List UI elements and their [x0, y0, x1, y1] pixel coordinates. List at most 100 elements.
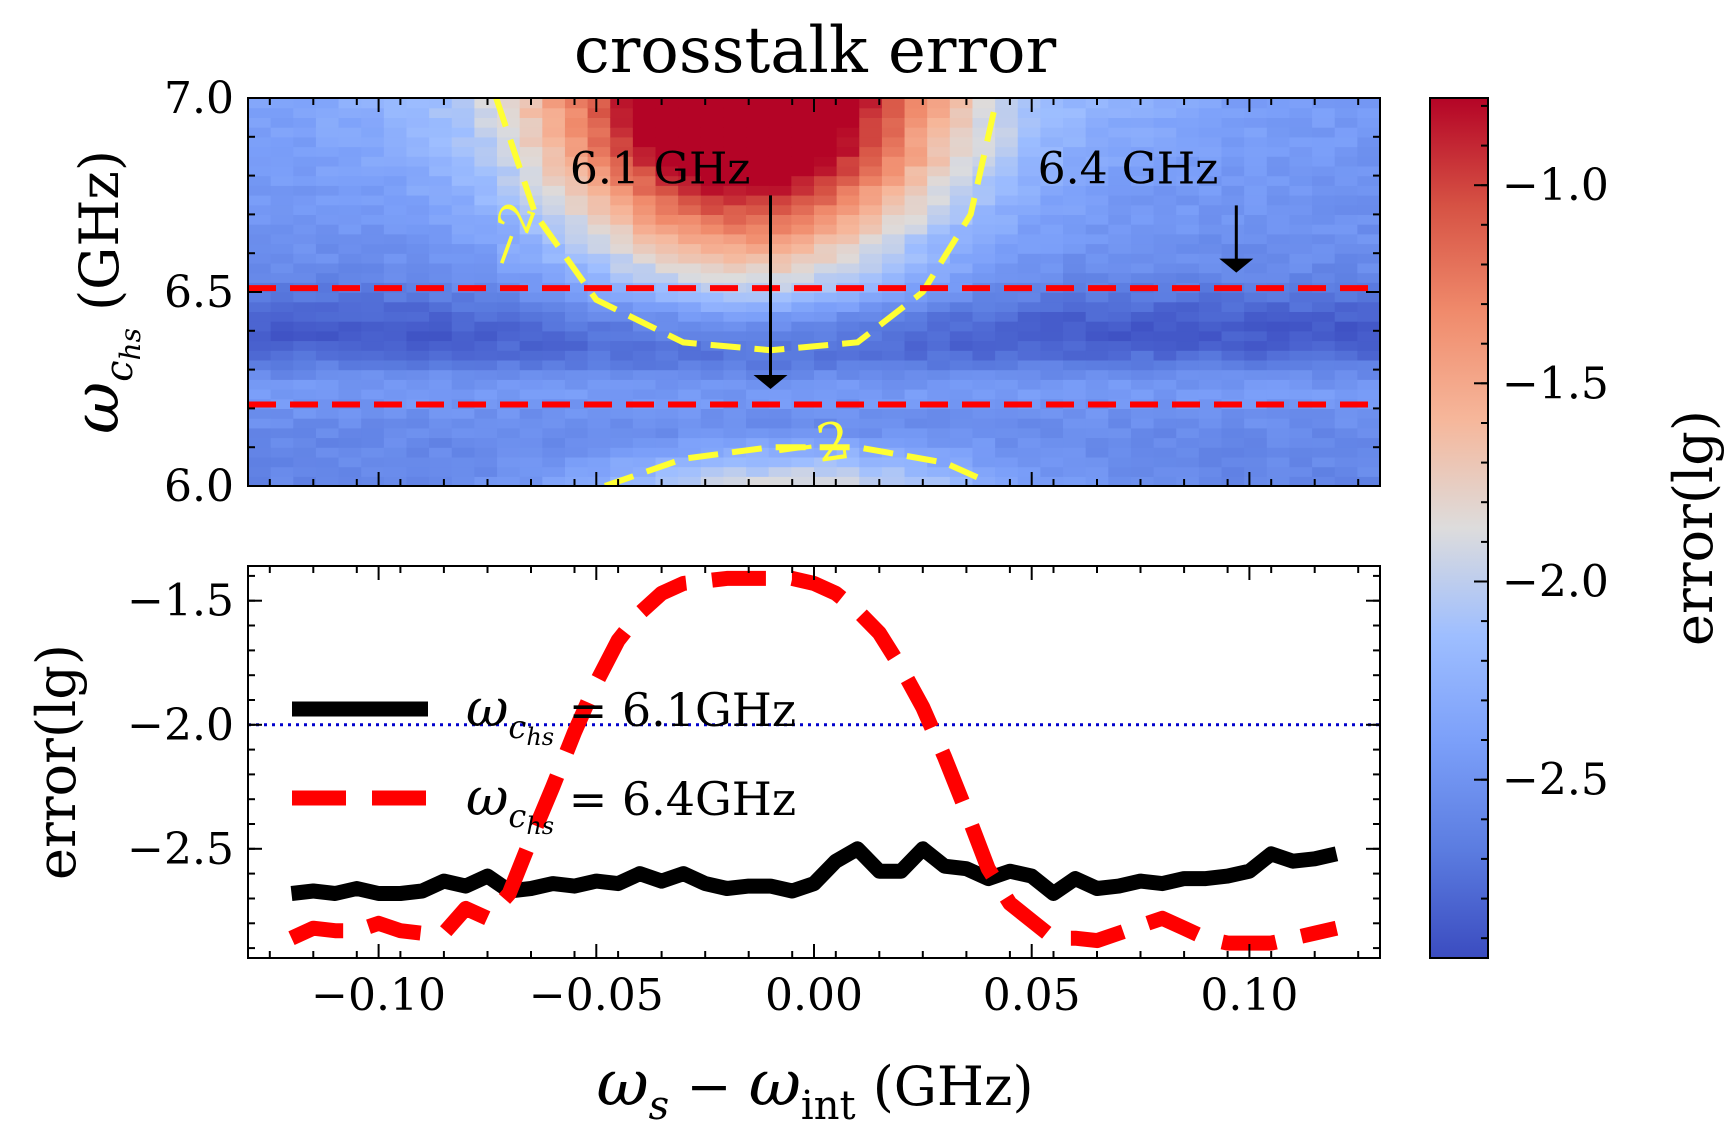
heatmap-cell [1130, 117, 1155, 128]
heatmap-cell [972, 389, 996, 400]
heatmap-cell [768, 359, 792, 371]
heatmap-cell [904, 418, 928, 429]
heatmap-cell [1017, 175, 1041, 186]
heatmap-cell [768, 117, 792, 128]
heatmap-cell [995, 408, 1019, 419]
heatmap-cell [836, 243, 860, 254]
heatmap-cell [497, 233, 521, 245]
heatmap-cell [270, 330, 294, 342]
heatmap-cell [972, 214, 996, 225]
heatmap-cell [632, 175, 657, 186]
heatmap-cell [564, 476, 589, 486]
heatmap-cell [904, 262, 928, 274]
heatmap-cell [406, 165, 430, 177]
heatmap-cell [1198, 272, 1223, 283]
heatmap-cell [881, 224, 906, 235]
heatmap-cell [1198, 282, 1223, 293]
heatmap-cell [542, 408, 566, 419]
heatmap-cell [859, 204, 883, 215]
heatmap-cell [497, 350, 521, 361]
heatmap-cell [927, 117, 951, 128]
heatmap-cell [429, 466, 453, 477]
heatmap-cell [1289, 195, 1313, 206]
heatmap-cell [655, 136, 679, 148]
heatmap-cell [1289, 146, 1313, 157]
heatmap-cell [451, 418, 475, 429]
heatmap-cell [542, 243, 566, 254]
heatmap-cell [927, 107, 951, 118]
heatmap-cell [791, 321, 815, 332]
heatmap-cell [814, 398, 838, 409]
heatmap-cell [315, 165, 340, 177]
heatmap-cell [678, 107, 702, 118]
heatmap-cell [836, 204, 860, 215]
heatmap-cell [1153, 272, 1177, 283]
heatmap-cell [927, 98, 951, 109]
heatmap-cell [791, 456, 815, 468]
heatmap-cell [791, 437, 815, 448]
heatmap-cell [700, 311, 725, 322]
heatmap-cell [995, 146, 1019, 157]
heatmap-cell [1130, 447, 1155, 458]
heatmap-cell [1266, 98, 1291, 109]
heatmap-cell [429, 136, 453, 148]
heatmap-cell [497, 214, 521, 225]
heatmap-cell [315, 476, 340, 486]
heatmap-cell [1017, 253, 1041, 264]
heatmap-cell [610, 243, 634, 254]
heatmap-cell [474, 165, 498, 177]
heatmap-cell [587, 243, 611, 254]
heatmap-cell [949, 175, 974, 186]
heatmap-cell [406, 195, 430, 206]
heatmap-cell [836, 408, 860, 419]
heatmap-cell [270, 447, 294, 458]
heatmap-cell [383, 311, 408, 322]
heatmap-cell [1244, 350, 1268, 361]
heatmap-cell [315, 146, 340, 157]
heatmap-cell [791, 165, 815, 177]
heatmap-cell [723, 379, 747, 390]
heatmap-cell [1198, 398, 1223, 409]
heatmap-cell [1334, 292, 1358, 303]
heatmap-cell [1176, 175, 1200, 186]
heatmap-cell [1312, 427, 1336, 439]
heatmap-cell [791, 117, 815, 128]
heatmap-cell [474, 398, 498, 409]
heatmap-cell [972, 253, 996, 264]
heatmap-cell [1040, 379, 1064, 390]
heatmap-cell [1063, 253, 1087, 264]
heatmap-cell [1312, 301, 1336, 312]
heatmap-cell [451, 379, 475, 390]
heatmap-cell [904, 204, 928, 215]
heatmap-cell [315, 418, 340, 429]
heatmap-cell [881, 204, 906, 215]
heatmap-cell [1266, 136, 1291, 148]
heatmap-cell [1040, 224, 1064, 235]
heatmap-cell [1357, 311, 1380, 322]
heatmap-cell [700, 292, 725, 303]
heatmap-cell [814, 224, 838, 235]
heatmap-cell [1130, 243, 1155, 254]
heatmap-cell [972, 185, 996, 196]
heatmap-cell [1153, 127, 1177, 138]
heatmap-cell [632, 437, 657, 448]
heatmap-cell [248, 262, 272, 274]
heatmap-cell [1357, 146, 1380, 157]
heatmap-cell [1176, 427, 1200, 439]
heatmap-cell [1312, 389, 1336, 400]
heatmap-cell [949, 301, 974, 312]
heatmap-cell [1017, 389, 1041, 400]
heatmap-cell [248, 224, 272, 235]
heatmap-cell [949, 127, 974, 138]
heatmap-cell [270, 389, 294, 400]
heatmap-cell [1244, 321, 1268, 332]
heatmap-cell [632, 195, 657, 206]
heatmap-cell [1176, 117, 1200, 128]
heatmap-cell [995, 476, 1019, 486]
heatmap-cell [1176, 408, 1200, 419]
heatmap-cell [768, 175, 792, 186]
heatmap-cell [1085, 437, 1109, 448]
heatmap-cell [474, 204, 498, 215]
heatmap-cell [1266, 350, 1291, 361]
heatmap-cell [814, 146, 838, 157]
